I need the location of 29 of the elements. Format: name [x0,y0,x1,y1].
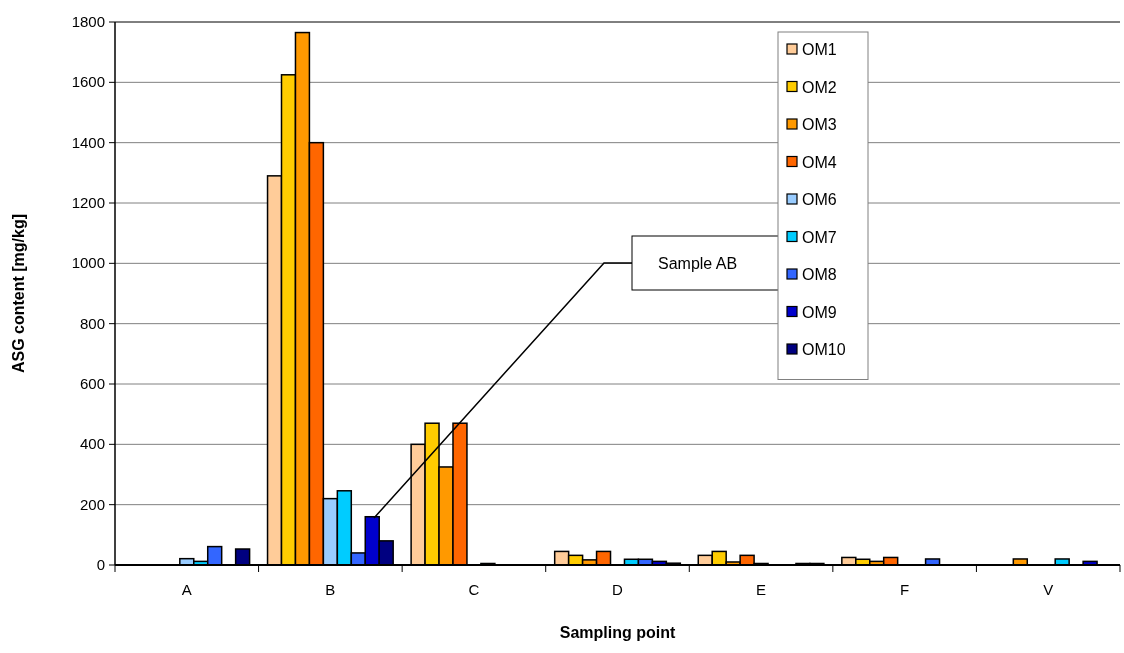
y-tick-label: 1200 [71,194,105,211]
legend-label: OM2 [802,78,837,96]
legend-label: OM1 [802,41,837,58]
y-tick-label: 600 [79,375,105,392]
x-tick-label: B [325,581,336,598]
legend-label: OM4 [802,153,837,171]
y-tick-label: 400 [79,435,105,453]
y-tick-label: 1600 [71,73,105,91]
x-tick-label: D [612,581,624,598]
annotation: Sample AB [658,255,738,272]
y-tick-label: 200 [79,495,105,513]
x-axis-title: Sampling point [559,624,676,641]
y-tick-label: 1000 [71,254,105,272]
x-tick-label: V [1043,581,1054,598]
y-tick-label: 800 [79,314,105,332]
legend-label: OM7 [802,228,837,246]
x-tick-label: E [756,581,767,598]
y-tick-label: 0 [96,556,105,573]
y-tick-label: 1800 [71,13,105,30]
legend-label: OM10 [802,341,846,358]
legend-label: OM6 [802,191,837,208]
x-tick-label: C [468,581,480,598]
x-tick-label: F [900,581,910,598]
x-tick-label: A [181,581,192,598]
legend-label: OM9 [802,303,837,321]
legend-label: OM3 [802,116,837,133]
y-axis-title: ASG content [mg/kg] [10,213,27,374]
y-tick-label: 1400 [71,133,105,151]
legend-label: OM8 [802,266,837,283]
